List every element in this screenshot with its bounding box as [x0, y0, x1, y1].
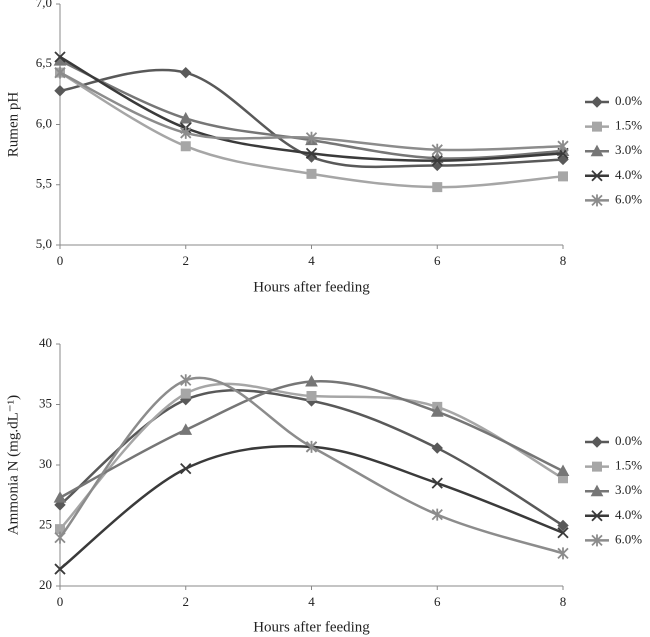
point-marker [54, 563, 66, 575]
y-tick-label: 6,5 [36, 55, 52, 70]
y-tick-label: 7,0 [36, 0, 52, 10]
y-tick-label: 35 [39, 395, 52, 410]
point-marker [53, 491, 67, 503]
legend-label: 3.0% [615, 482, 642, 497]
legend-marker [591, 96, 603, 108]
y-tick-label: 30 [39, 456, 52, 471]
point-marker [180, 388, 191, 399]
series-line [59, 389, 564, 527]
y-tick-label: 5,5 [36, 176, 52, 191]
point-marker [557, 519, 569, 532]
point-marker [305, 440, 318, 453]
point-marker [54, 531, 66, 544]
point-marker [431, 155, 443, 167]
x-axis-title: Hours after feeding [253, 279, 370, 295]
point-marker [305, 131, 318, 144]
point-marker [557, 547, 569, 560]
point-marker [305, 374, 318, 387]
y-tick-label: 20 [39, 577, 52, 592]
y-tick-label: 25 [39, 516, 52, 531]
x-tick-label: 0 [57, 253, 64, 268]
x-tick-label: 6 [434, 594, 441, 609]
y-axis-title: Rumen pH [5, 92, 21, 158]
point-marker [180, 374, 192, 387]
x-tick-label: 8 [560, 253, 567, 268]
series-line [59, 444, 564, 571]
legend-marker [592, 121, 602, 132]
x-tick-label: 2 [183, 594, 190, 609]
legend-marker [591, 194, 603, 207]
legend-marker [591, 436, 603, 448]
x-tick-label: 2 [183, 253, 190, 268]
point-marker [431, 442, 443, 454]
x-tick-label: 4 [308, 253, 315, 268]
legend-label: 4.0% [615, 167, 642, 182]
point-marker [558, 171, 568, 182]
y-tick-label: 40 [39, 335, 52, 350]
point-marker [432, 182, 443, 193]
legend-marker [591, 170, 603, 182]
point-marker [179, 111, 193, 124]
x-tick-label: 6 [434, 253, 441, 268]
point-marker [306, 391, 317, 402]
x-tick-label: 0 [57, 594, 64, 609]
y-tick-label: 5,0 [36, 236, 52, 251]
point-marker [180, 126, 192, 139]
point-marker [556, 464, 570, 477]
legend-label: 6.0% [615, 531, 642, 546]
y-tick-label: 6,0 [36, 115, 52, 130]
legend-label: 0.0% [615, 433, 642, 448]
legend-marker [591, 510, 603, 522]
legend-marker [592, 461, 602, 472]
legend-label: 1.5% [615, 118, 642, 133]
series-line [59, 376, 564, 555]
x-tick-label: 8 [560, 594, 567, 609]
point-marker [54, 85, 66, 97]
point-marker [54, 66, 66, 79]
y-axis-title: Ammonia N (mg.dL⁻¹) [5, 395, 21, 535]
legend-marker [591, 534, 603, 547]
point-marker [180, 141, 191, 152]
legend-marker [590, 484, 604, 497]
legend-label: 3.0% [615, 142, 642, 157]
x-axis-title: Hours after feeding [253, 619, 370, 635]
point-marker [557, 527, 569, 539]
x-tick-label: 4 [308, 594, 315, 609]
point-marker [179, 423, 193, 435]
point-marker [431, 477, 443, 489]
point-marker [180, 66, 192, 79]
legend-label: 1.5% [615, 458, 642, 473]
legend-label: 6.0% [615, 191, 642, 206]
point-marker [431, 508, 443, 521]
legend-marker [590, 144, 604, 157]
point-marker [305, 147, 318, 160]
point-marker [306, 168, 317, 179]
point-marker [54, 51, 66, 63]
point-marker [430, 405, 444, 417]
point-marker [431, 143, 443, 156]
legend-label: 0.0% [615, 93, 642, 108]
point-marker [180, 462, 192, 475]
point-marker [557, 140, 569, 153]
legend-label: 4.0% [615, 507, 642, 522]
